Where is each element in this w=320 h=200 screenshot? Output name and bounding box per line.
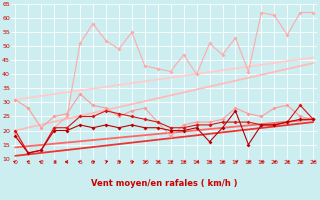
X-axis label: Vent moyen/en rafales ( km/h ): Vent moyen/en rafales ( km/h ) — [91, 179, 237, 188]
